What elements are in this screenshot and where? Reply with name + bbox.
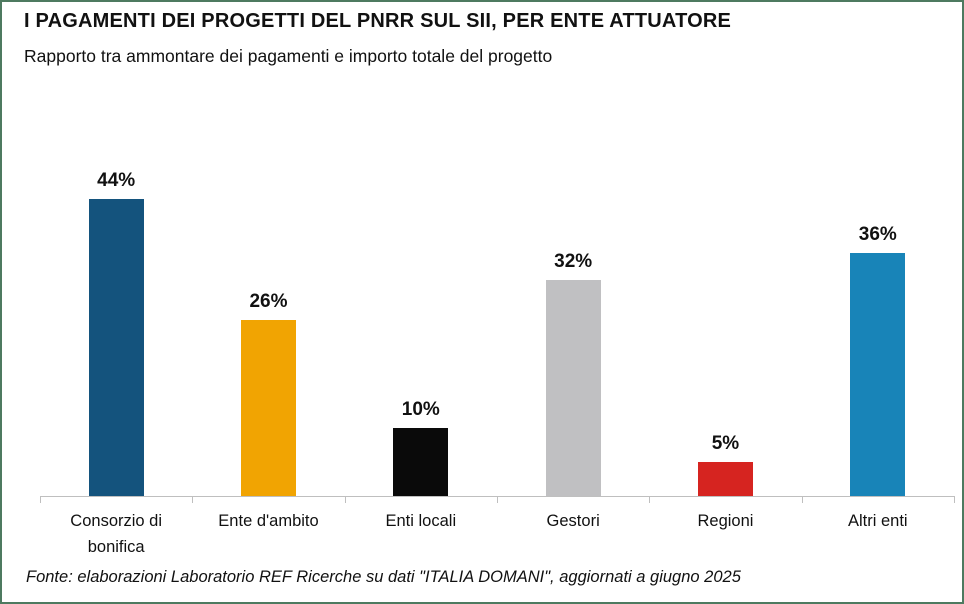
x-axis-tick [802, 496, 803, 503]
value-label-altri-enti: 36% [858, 224, 897, 245]
bar-chart-plot-area: 44% 26% 10% 32% 5% 36% [40, 152, 954, 496]
source-note: Fonte: elaborazioni Laboratorio REF Rice… [26, 568, 741, 586]
bar-ente-d-ambito [240, 320, 296, 496]
bar-slot-altri-enti: 36% [802, 152, 954, 496]
bar-slot-regioni: 5% [649, 152, 801, 496]
value-label-gestori: 32% [554, 251, 593, 272]
bar-consorzio-di-bonifica [88, 199, 144, 496]
bar-slot-consorzio-di-bonifica: 44% [40, 152, 192, 496]
x-axis-tick [40, 496, 41, 503]
category-label-enti-locali: Enti locali [385, 512, 457, 530]
value-label-regioni: 5% [711, 433, 740, 454]
value-label-enti-locali: 10% [401, 399, 440, 420]
category-label-ente-d-ambito: Ente d'ambito [218, 512, 319, 530]
x-axis-tick [192, 496, 193, 503]
x-axis-tick [345, 496, 346, 503]
bar-gestori [545, 280, 601, 496]
bar-enti-locali [393, 428, 449, 496]
category-label-regioni: Regioni [697, 512, 754, 530]
x-axis-category-labels: Consorzio di bonifica Ente d'ambito Enti l… [40, 509, 954, 560]
value-label-consorzio-di-bonifica: 44% [97, 170, 136, 191]
value-label-ente-d-ambito: 26% [249, 291, 288, 312]
bar-slot-ente-d-ambito: 26% [192, 152, 344, 496]
bar-slot-gestori: 32% [497, 152, 649, 496]
category-label-consorzio-di-bonifica: Consorzio di bonifica [70, 512, 163, 556]
x-axis-tick [649, 496, 650, 503]
bar-altri-enti [850, 253, 906, 496]
chart-subtitle: Rapporto tra ammontare dei pagamenti e i… [24, 46, 553, 66]
x-axis-tick [954, 496, 955, 503]
chart-title: I PAGAMENTI DEI PROGETTI DEL PNRR SUL SI… [24, 10, 732, 32]
bar-regioni [697, 462, 753, 496]
category-label-gestori: Gestori [546, 512, 600, 530]
category-label-altri-enti: Altri enti [848, 512, 908, 530]
x-axis-tick [497, 496, 498, 503]
bar-slot-enti-locali: 10% [345, 152, 497, 496]
